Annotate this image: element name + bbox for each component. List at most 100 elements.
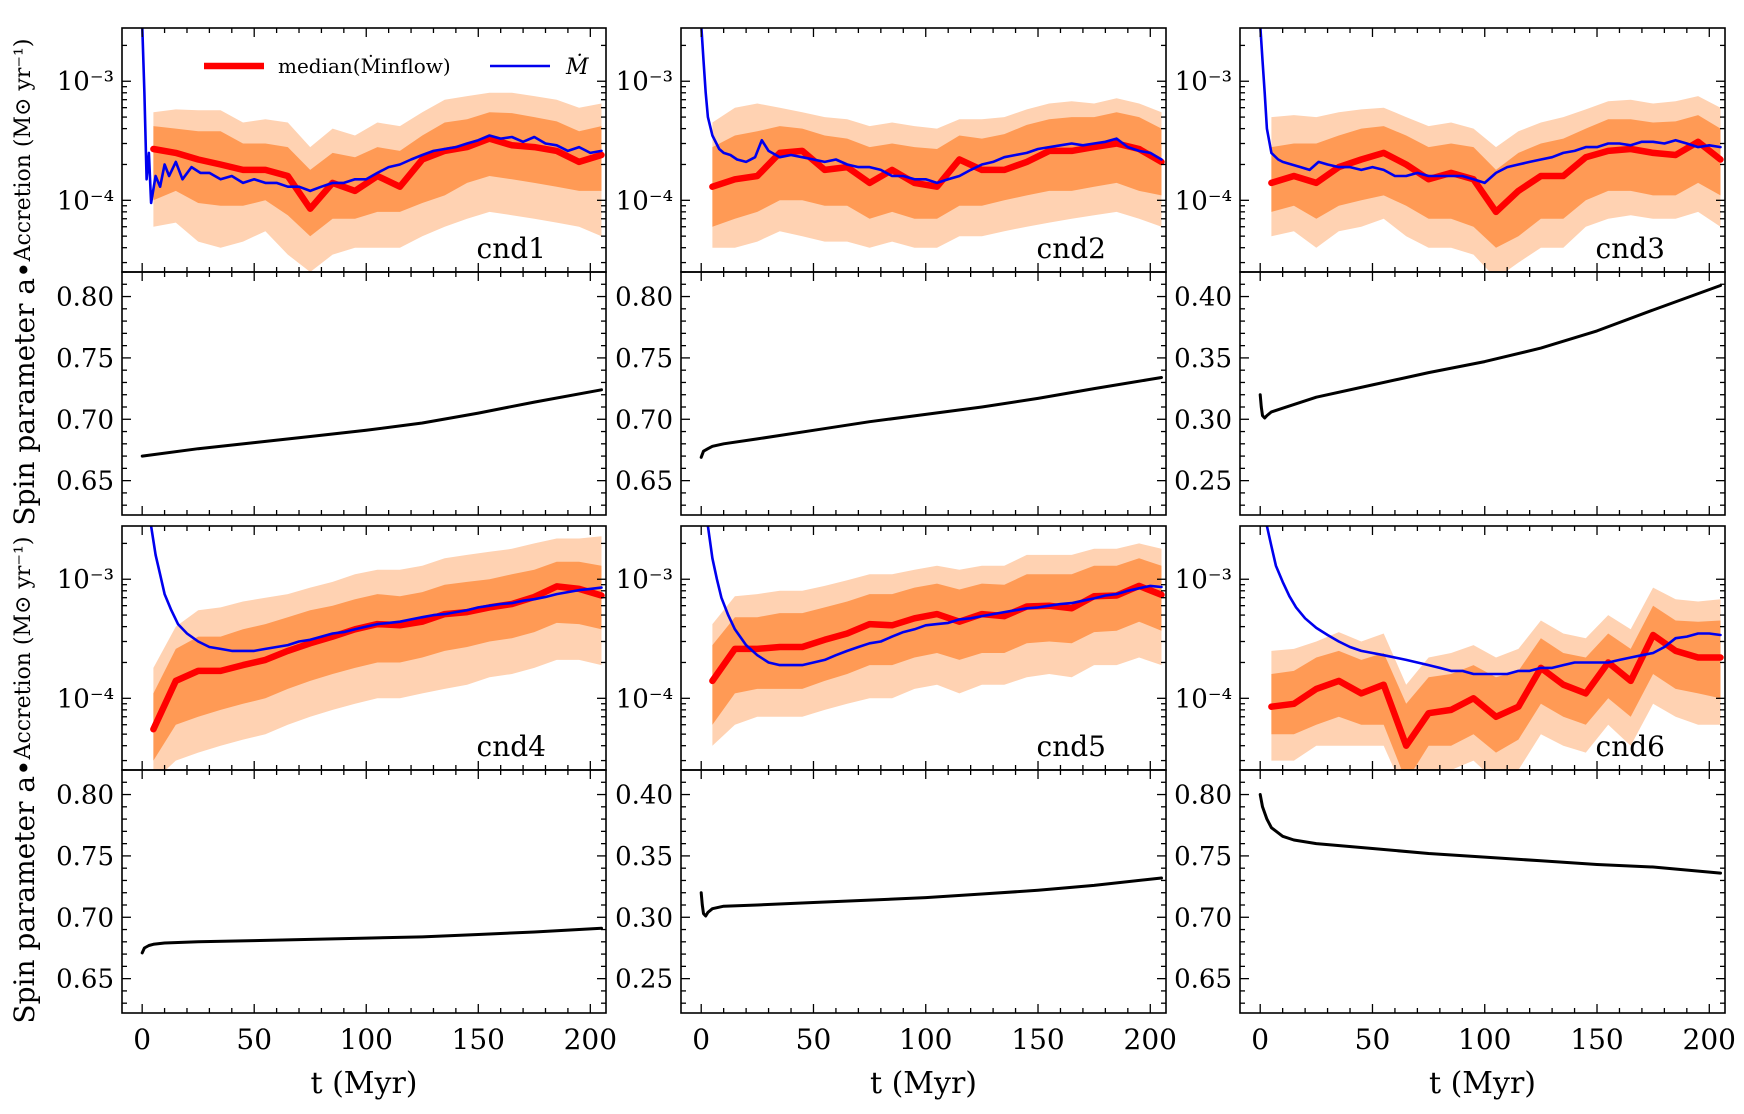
spin-panel-2: 0.65 0.70 0.75 0.80 (615, 271, 1167, 516)
x-tick-label: 200 (564, 1023, 617, 1056)
accretion-panel-4: 10⁻³ 10⁻⁴ cnd4 Accretion (M⊙ yr⁻¹) (11, 525, 607, 771)
y-tick-label: 10⁻³ (57, 67, 114, 97)
y-tick-label: 0.25 (615, 965, 673, 995)
y-tick-label: 0.25 (1174, 467, 1232, 497)
y-tick-label: 10⁻⁴ (1175, 684, 1232, 714)
x-tick-label: 200 (1124, 1023, 1177, 1056)
mdot-line (1265, 526, 1722, 676)
accretion-y-label: Accretion (M⊙ yr⁻¹) (11, 39, 36, 263)
accretion-y-label: Accretion (M⊙ yr⁻¹) (11, 537, 36, 761)
y-tick-label: 10⁻³ (616, 67, 673, 97)
y-tick-label: 10⁻⁴ (616, 186, 673, 216)
y-tick-label: 10⁻⁴ (57, 186, 114, 216)
x-tick-label: 50 (1355, 1023, 1391, 1056)
y-tick-label: 0.70 (56, 405, 114, 435)
y-tick-label: 0.35 (1174, 344, 1232, 374)
axes-frame (680, 769, 1167, 1014)
x-tick-label: 50 (796, 1023, 832, 1056)
x-axis-label: t (Myr) (870, 1066, 977, 1101)
y-tick-label: 10⁻³ (616, 565, 673, 595)
band-inner (712, 112, 1162, 227)
spin-y-label: Spin parameter a• (8, 261, 41, 525)
y-tick-label: 0.40 (1174, 283, 1232, 313)
mdot-line (700, 28, 1163, 185)
accretion-panel-5: 10⁻³ 10⁻⁴ cnd5 (616, 525, 1167, 771)
y-tick-label: 0.70 (56, 903, 114, 933)
median-inflow-line (1268, 138, 1724, 216)
x-tick-label: 150 (1570, 1023, 1623, 1056)
y-tick-label: 10⁻³ (1175, 67, 1232, 97)
spin-panel-5: 0.25 0.30 0.35 0.40 0 50 100 150 200 t (Myr) (615, 769, 1177, 1101)
y-tick-label: 0.40 (615, 781, 673, 811)
y-tick-label: 10⁻⁴ (57, 684, 114, 714)
y-tick-label: 0.80 (615, 283, 673, 313)
panel-label: cnd4 (477, 730, 546, 763)
spin-line (1258, 284, 1722, 420)
y-tick-label: 0.80 (56, 283, 114, 313)
y-tick-label: 0.65 (56, 965, 114, 995)
x-axis-label: t (Myr) (1429, 1066, 1536, 1101)
panel-label: cnd2 (1037, 232, 1106, 265)
axes-frame (1239, 769, 1726, 1014)
accretion-panel-6: 10⁻³ 10⁻⁴ cnd6 (1175, 525, 1726, 771)
x-tick-label: 0 (692, 1023, 710, 1056)
axes-frame (121, 271, 607, 516)
y-tick-label: 0.80 (1174, 781, 1232, 811)
band-inner (153, 561, 602, 761)
x-tick-label: 150 (452, 1023, 505, 1056)
spin-y-label: Spin parameter a• (8, 759, 41, 1023)
y-tick-label: 0.65 (56, 467, 114, 497)
x-tick-label: 100 (340, 1023, 393, 1056)
spin-panel-4: 0.65 0.70 0.75 0.80 0 50 100 150 200 t (Myr) Spin … (8, 759, 617, 1101)
median-inflow-line (709, 140, 1165, 190)
y-tick-label: 0.75 (56, 842, 114, 872)
y-tick-label: 0.30 (1174, 405, 1232, 435)
y-tick-label: 0.65 (1174, 965, 1232, 995)
accretion-panel-2: 10⁻³ 10⁻⁴ cnd2 (616, 27, 1167, 273)
legend-median-label: median(Ṁinflow) (278, 54, 451, 78)
x-tick-label: 50 (236, 1023, 272, 1056)
y-tick-label: 0.30 (615, 903, 673, 933)
accretion-panel-3: 10⁻³ 10⁻⁴ cnd3 (1175, 27, 1726, 273)
y-tick-label: 0.80 (56, 781, 114, 811)
mdot-line (1259, 28, 1722, 185)
mdot-line (706, 526, 1163, 667)
y-tick-label: 10⁻³ (57, 565, 114, 595)
band-inner (1271, 605, 1721, 770)
panel-label: cnd1 (477, 232, 546, 265)
x-axis-label: t (Myr) (310, 1066, 417, 1101)
y-tick-label: 0.35 (615, 842, 673, 872)
spin-line (1258, 793, 1722, 875)
mdot-line (149, 526, 603, 653)
median-inflow-line (1268, 631, 1724, 749)
axes-frame (1239, 271, 1726, 516)
y-tick-label: 0.65 (615, 467, 673, 497)
y-tick-label: 10⁻⁴ (1175, 186, 1232, 216)
spin-line (140, 926, 603, 955)
y-tick-label: 0.75 (615, 344, 673, 374)
y-tick-label: 0.70 (1174, 903, 1232, 933)
panel-label: cnd3 (1596, 232, 1665, 265)
y-tick-label: 10⁻⁴ (616, 684, 673, 714)
x-tick-label: 100 (899, 1023, 952, 1056)
spin-line (140, 388, 603, 458)
spin-panel-6: 0.65 0.70 0.75 0.80 0 50 100 150 200 t (Myr) (1174, 769, 1736, 1101)
spin-panel-1: 0.65 0.70 0.75 0.80 Spin parameter a• (8, 261, 607, 526)
band-inner (712, 558, 1162, 725)
mdot-line (141, 28, 603, 205)
median-inflow-line (150, 135, 605, 212)
x-tick-label: 100 (1458, 1023, 1511, 1056)
y-tick-label: 10⁻³ (1175, 565, 1232, 595)
axes-frame (121, 769, 607, 1014)
spin-panel-3: 0.25 0.30 0.35 0.40 (1174, 271, 1726, 516)
legend: median(Ṁinflow) Ṁ (204, 53, 589, 80)
y-tick-label: 0.75 (56, 344, 114, 374)
y-tick-label: 0.75 (1174, 842, 1232, 872)
y-tick-label: 0.70 (615, 405, 673, 435)
panel-label: cnd6 (1596, 730, 1665, 763)
axes-frame (680, 271, 1167, 516)
spin-line (699, 876, 1163, 918)
x-tick-label: 150 (1011, 1023, 1064, 1056)
panel-label: cnd5 (1037, 730, 1106, 763)
